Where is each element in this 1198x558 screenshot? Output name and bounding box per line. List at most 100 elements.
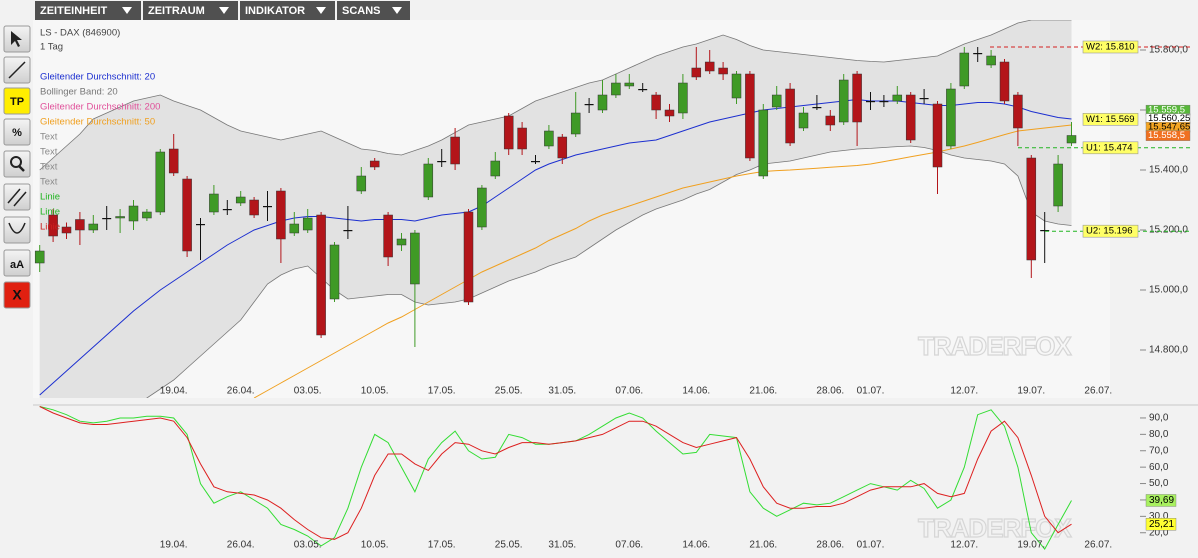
y-tick-label: 60,0 (1149, 462, 1169, 473)
candle-body (369, 160, 380, 168)
candle-body (356, 175, 367, 192)
menu-label: SCANS (342, 5, 381, 17)
curve-tool[interactable] (3, 216, 31, 244)
candle-body (115, 216, 125, 219)
x-tick-label: 14.06. (682, 386, 710, 397)
candle-body (437, 161, 447, 163)
value-marker-label: 39,69 (1149, 495, 1174, 506)
zoom-icon (10, 156, 22, 168)
x-tick-label: 07.06. (615, 540, 643, 551)
x-tick-label: 19.04. (160, 540, 188, 551)
menu-bar: ZEITEINHEIT ZEITRAUM INDIKATOR SCANS (35, 1, 410, 20)
y-tick-label: 70,0 (1149, 445, 1169, 456)
percent-tool[interactable] (3, 118, 31, 146)
candle-body (866, 101, 875, 103)
value-marker (1145, 518, 1177, 531)
x-tick-label: 26.07. (1084, 386, 1112, 397)
curve-icon (8, 222, 26, 234)
x-tick-label: 07.06. (615, 386, 643, 397)
price-marker-label: 15.547,65 (1148, 122, 1190, 133)
candle-body (691, 67, 702, 78)
level-label: W1: 15.569 (1086, 114, 1135, 125)
main-plot (34, 20, 1077, 398)
candle-body (61, 226, 72, 234)
legend-entry: Linie (40, 192, 60, 203)
candle-body (798, 112, 809, 129)
candle-body (1013, 94, 1023, 129)
candle-body (490, 160, 501, 177)
chart-title: LS - DAX (846900) (40, 28, 120, 39)
candle-body (731, 73, 742, 99)
candle-body (879, 101, 889, 103)
bollinger-lower (146, 145, 1072, 398)
candle-body (624, 82, 635, 87)
x-tick-label: 26.04. (227, 540, 255, 551)
menu-button[interactable] (240, 1, 335, 20)
candle-body (771, 94, 782, 108)
x-tick-label: 26.07. (1084, 540, 1112, 551)
zoom-tool[interactable] (3, 150, 31, 178)
channel-icon (13, 191, 27, 207)
candle-body (88, 223, 99, 231)
menu-button[interactable] (337, 1, 410, 20)
tp-tool[interactable] (3, 87, 31, 115)
candle-body (1040, 230, 1050, 232)
candle-body (155, 151, 166, 213)
candle-body (196, 224, 205, 226)
price-marker-label: 15.560,25 (1148, 113, 1190, 124)
tool-label: aA (10, 259, 24, 271)
x-tick-label: 10.05. (361, 540, 389, 551)
candle-body (343, 230, 353, 232)
legend-entry: Gleitender Durchschnitt: 20 (40, 72, 155, 83)
candle-body (838, 79, 849, 123)
legend-entry: Text (40, 147, 58, 158)
menu-label: ZEITEINHEIT (40, 5, 108, 17)
candle-body (463, 211, 474, 303)
menu-arrow (219, 7, 229, 14)
candle-body (544, 130, 554, 147)
candle-body (222, 209, 232, 211)
candle-body (758, 109, 769, 177)
channel-tool[interactable] (3, 183, 31, 211)
x-tick-label: 19.04. (160, 386, 188, 397)
x-tick-label: 14.06. (682, 540, 710, 551)
candle-body (503, 115, 514, 150)
candle-body (651, 94, 661, 111)
x-tick-label: 21.06. (749, 386, 777, 397)
candle-body (1026, 157, 1037, 261)
legend-entry: Gleitender Durchschnitt: 200 (40, 102, 160, 113)
x-tick-label: 19.07. (1017, 386, 1045, 397)
price-marker-label: 15.559,5 (1148, 105, 1185, 116)
x-tick-label: 21.06. (749, 540, 777, 551)
candle-body (745, 73, 755, 159)
delete-tool[interactable] (3, 281, 31, 309)
x-tick-label: 12.07. (950, 540, 978, 551)
candle-body (410, 232, 420, 285)
candle-body (423, 163, 434, 198)
candle-body (329, 244, 340, 300)
candle-body (477, 187, 487, 228)
candle-body (531, 161, 540, 163)
x-tick-label: 17.05. (428, 386, 456, 397)
menu-button[interactable] (143, 1, 238, 20)
y-tick-label: 80,0 (1149, 429, 1169, 440)
candle-body (75, 219, 85, 231)
x-tick-label: 31.05. (548, 540, 576, 551)
price-marker-label: 15.558,5 (1148, 130, 1185, 141)
menu-button[interactable] (35, 1, 141, 20)
tool-label: TP (10, 96, 24, 108)
candle-body (825, 115, 836, 126)
candle-body (1053, 163, 1063, 207)
candle-body (718, 67, 728, 75)
candle-body (584, 104, 594, 106)
legend-entry: Text (40, 132, 58, 143)
x-tick-label: 03.05. (294, 386, 322, 397)
tool-label: % (12, 127, 22, 139)
text-tool[interactable] (3, 249, 31, 277)
candle-body (973, 53, 983, 55)
x-tick-label: 28.06. (816, 386, 844, 397)
y-tick-label: 30,0 (1149, 511, 1169, 522)
candle-body (209, 193, 219, 213)
candle-body (263, 206, 272, 208)
x-tick-label: 01.07. (857, 386, 885, 397)
